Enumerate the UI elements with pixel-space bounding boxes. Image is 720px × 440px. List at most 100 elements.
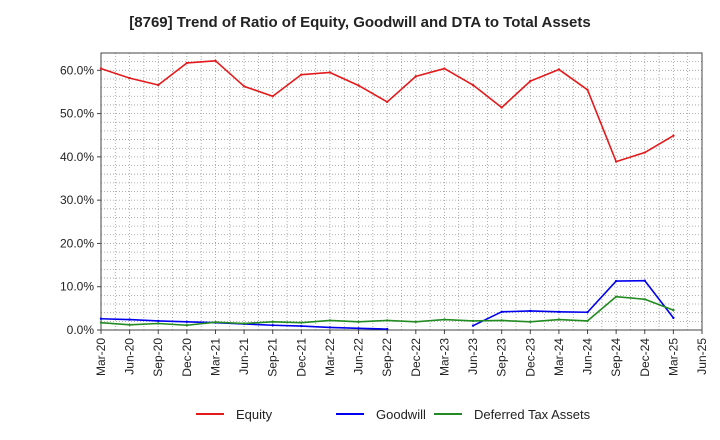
data-point-deferred-tax-assets (586, 319, 589, 323)
data-point-deferred-tax-assets (414, 320, 418, 323)
data-point-equity (242, 85, 246, 88)
data-point-goodwill (529, 309, 532, 313)
x-tick-label: Mar-23 (437, 338, 451, 376)
data-point-deferred-tax-assets (300, 321, 303, 324)
data-point-equity (557, 68, 561, 71)
data-point-deferred-tax-assets (672, 308, 675, 312)
data-point-deferred-tax-assets (385, 319, 389, 322)
data-point-goodwill (643, 279, 646, 282)
data-point-deferred-tax-assets (214, 321, 217, 324)
x-tick-label: Sep-23 (495, 338, 509, 377)
data-point-equity (271, 95, 274, 98)
data-point-deferred-tax-assets (471, 319, 475, 323)
x-tick-label: Dec-24 (638, 338, 652, 377)
data-point-goodwill (557, 310, 561, 314)
data-point-deferred-tax-assets (185, 324, 189, 327)
data-point-equity (471, 83, 475, 87)
x-tick-label: Sep-22 (380, 338, 394, 377)
data-point-equity (586, 88, 589, 91)
data-point-equity (529, 79, 532, 83)
data-point-goodwill (99, 317, 103, 320)
x-tick-label: Dec-21 (294, 338, 308, 377)
legend-label-equity: Equity (236, 407, 273, 422)
series-layer (99, 59, 675, 331)
data-point-equity (414, 75, 418, 78)
data-point-goodwill (500, 310, 503, 314)
x-tick-label: Dec-20 (180, 338, 194, 377)
y-tick-label: 50.0% (60, 107, 94, 121)
x-tick-label: Jun-24 (581, 338, 595, 375)
data-point-deferred-tax-assets (614, 295, 618, 298)
x-tick-label: Mar-22 (323, 338, 337, 376)
x-axis-tick-labels: Mar-20 Jun-20 Sep-20 Dec-20 Mar-21 Jun-21 Sep-… (94, 330, 709, 377)
x-tick-label: Mar-24 (552, 338, 566, 376)
data-point-deferred-tax-assets (157, 322, 160, 325)
data-point-goodwill (385, 327, 389, 331)
data-point-deferred-tax-assets (128, 323, 131, 327)
data-point-equity (328, 71, 332, 74)
data-point-equity (614, 160, 618, 163)
data-point-goodwill (157, 319, 160, 323)
y-tick-label: 10.0% (60, 280, 94, 294)
y-tick-label: 60.0% (60, 63, 94, 77)
x-tick-label: Mar-21 (208, 338, 222, 376)
data-point-goodwill (300, 324, 303, 328)
data-point-goodwill (271, 324, 274, 327)
data-point-deferred-tax-assets (643, 298, 646, 301)
chart-title: [8769] Trend of Ratio of Equity, Goodwil… (129, 14, 591, 31)
x-tick-label: Jun-21 (237, 338, 251, 375)
data-point-deferred-tax-assets (443, 318, 446, 321)
data-point-goodwill (185, 320, 189, 323)
data-point-equity (443, 67, 446, 70)
data-point-equity (128, 76, 131, 80)
data-point-equity (357, 84, 360, 87)
data-point-goodwill (128, 318, 131, 321)
x-tick-label: Sep-20 (151, 338, 165, 377)
x-tick-label: Sep-24 (609, 338, 623, 377)
data-point-goodwill (471, 324, 475, 327)
x-tick-label: Sep-21 (266, 338, 280, 377)
data-point-goodwill (614, 279, 618, 283)
y-tick-label: 30.0% (60, 193, 94, 207)
data-point-deferred-tax-assets (271, 320, 274, 323)
x-tick-label: Mar-20 (94, 338, 108, 376)
data-point-deferred-tax-assets (328, 319, 332, 322)
data-point-equity (300, 73, 303, 76)
x-tick-label: Dec-22 (409, 338, 423, 377)
legend: Equity Goodwill Deferred Tax Assets (196, 407, 591, 422)
y-axis-tick-labels: 0.0% 10.0% 20.0% 30.0% 40.0% 50.0% 60.0% (60, 63, 101, 337)
plot-frame (100, 52, 703, 331)
data-point-goodwill (357, 327, 360, 330)
data-point-equity (99, 67, 103, 70)
data-point-equity (214, 59, 217, 62)
data-point-goodwill (586, 311, 589, 314)
data-point-deferred-tax-assets (242, 322, 246, 325)
data-point-goodwill (328, 326, 332, 329)
data-point-deferred-tax-assets (500, 319, 503, 322)
y-tick-label: 20.0% (60, 236, 94, 250)
data-point-equity (385, 100, 389, 104)
data-point-equity (500, 106, 503, 109)
x-tick-label: Jun-22 (352, 338, 366, 375)
data-point-deferred-tax-assets (357, 320, 360, 323)
y-tick-label: 0.0% (67, 323, 95, 337)
data-point-equity (643, 151, 646, 154)
y-tick-label: 40.0% (60, 150, 94, 164)
data-point-equity (672, 134, 675, 137)
data-point-equity (185, 61, 189, 65)
data-point-deferred-tax-assets (557, 318, 561, 321)
data-point-goodwill (672, 316, 675, 320)
data-point-deferred-tax-assets (529, 320, 532, 323)
legend-label-deferred-tax-assets: Deferred Tax Assets (474, 407, 591, 422)
data-point-deferred-tax-assets (99, 321, 103, 324)
x-tick-label: Dec-23 (523, 338, 537, 377)
x-tick-label: Jun-25 (695, 338, 709, 375)
legend-label-goodwill: Goodwill (376, 407, 426, 422)
grid-layer (101, 53, 702, 330)
x-tick-label: Jun-23 (466, 338, 480, 375)
data-point-equity (157, 83, 160, 87)
x-tick-label: Mar-25 (666, 338, 680, 376)
x-tick-label: Jun-20 (123, 338, 137, 375)
